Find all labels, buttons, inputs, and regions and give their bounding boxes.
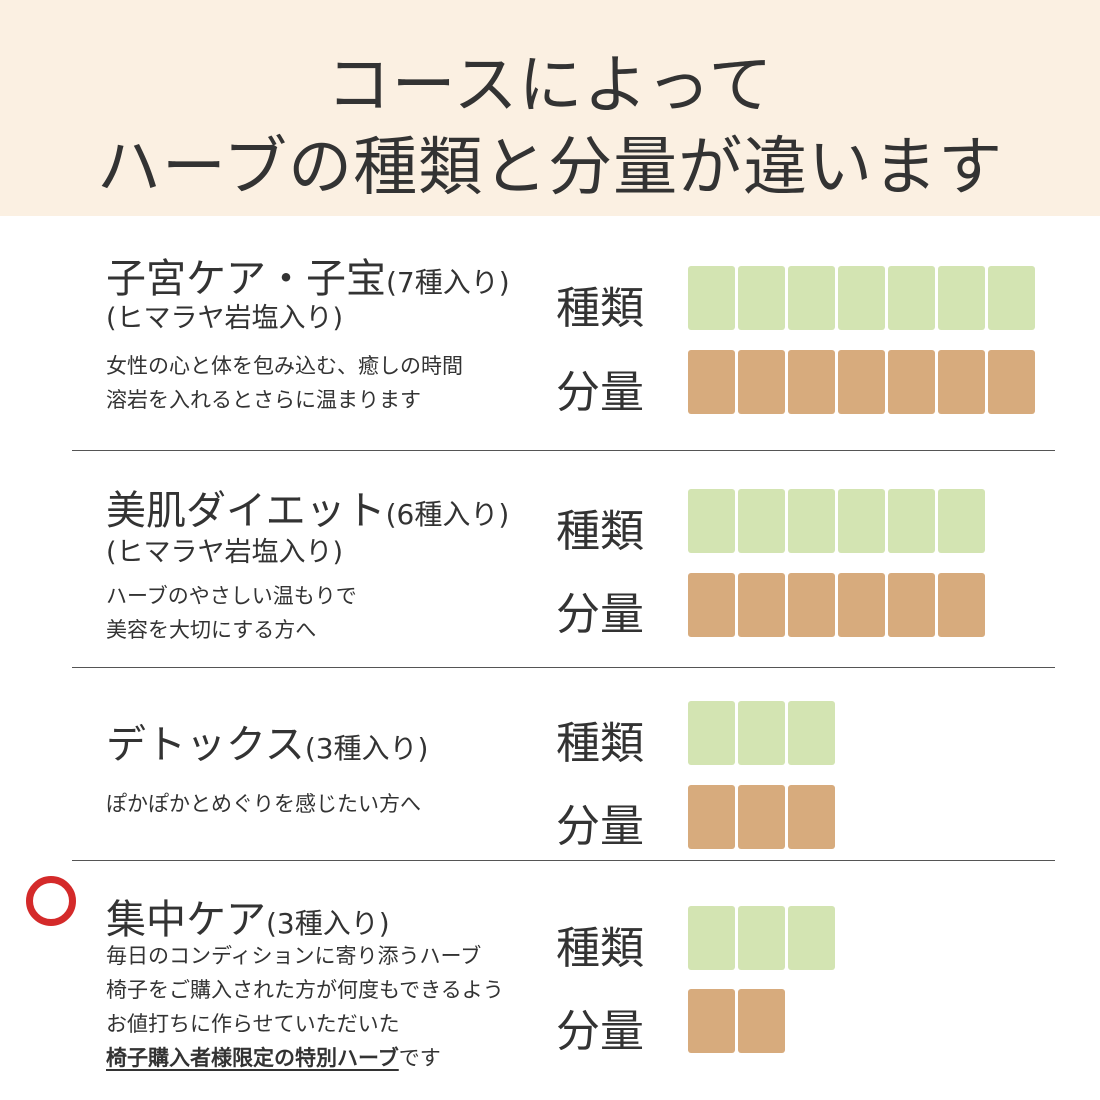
course-subtitle: (ヒマラヤ岩塩入り): [106, 303, 344, 334]
amount-label: 分量: [556, 801, 644, 852]
kind-block: [788, 906, 835, 970]
course-description: ぽかぽかとめぐりを感じたい方へ: [106, 787, 421, 821]
amount-block: [938, 573, 985, 637]
kind-block: [838, 489, 885, 553]
amount-block: [788, 785, 835, 849]
section-divider: [72, 450, 1055, 451]
highlight-text: 椅子購入者様限定の特別ハーブ: [106, 1046, 399, 1070]
course-name: 子宮ケア・子宝(7種入り): [106, 246, 510, 304]
course-subtitle: (ヒマラヤ岩塩入り): [106, 537, 344, 568]
highlight-tail: です: [398, 1046, 441, 1070]
header-banner: コースによって ハーブの種類と分量が違います: [0, 0, 1100, 216]
description-line: 美容を大切にする方へ: [106, 618, 317, 642]
kind-block: [688, 266, 735, 330]
amount-block: [738, 350, 785, 414]
amount-block: [688, 573, 735, 637]
amount-block: [688, 350, 735, 414]
course-name-text: 子宮ケア・子宝: [106, 256, 386, 302]
kind-block: [688, 489, 735, 553]
amount-block: [838, 350, 885, 414]
amount-block: [738, 989, 785, 1053]
amount-label: 分量: [556, 589, 644, 640]
kind-block: [838, 266, 885, 330]
amount-block: [788, 573, 835, 637]
kind-block: [738, 266, 785, 330]
amount-block: [738, 573, 785, 637]
course-name: デトックス(3種入り): [106, 712, 428, 770]
section-divider: [72, 667, 1055, 668]
amount-block: [838, 573, 885, 637]
amount-block: [888, 573, 935, 637]
description-line-highlight: 椅子購入者様限定の特別ハーブです: [106, 1041, 504, 1075]
kind-block: [688, 701, 735, 765]
selected-circle-mark: [26, 876, 76, 926]
kind-block: [788, 489, 835, 553]
course-name-text: 美肌ダイエット: [106, 488, 386, 534]
course-count: (6種入り): [385, 498, 510, 531]
page-title-line-1: コースによって: [326, 49, 774, 123]
kind-block: [788, 701, 835, 765]
page-title-line-2: ハーブの種類と分量が違います: [96, 131, 1004, 205]
kind-block: [888, 266, 935, 330]
description-line: 女性の心と体を包み込む、癒しの時間: [106, 354, 463, 378]
kind-block: [688, 906, 735, 970]
course-count: (7種入り): [386, 266, 510, 299]
course-name-text: デトックス: [106, 722, 305, 768]
course-count: (3種入り): [266, 907, 390, 940]
description-line: 椅子をご購入された方が何度もできるよう: [106, 978, 504, 1002]
amount-block: [688, 989, 735, 1053]
kind-block: [888, 489, 935, 553]
course-count: (3種入り): [304, 732, 429, 765]
amount-block: [888, 350, 935, 414]
kind-label: 種類: [556, 718, 644, 769]
amount-label: 分量: [556, 1006, 644, 1057]
course-name-text: 集中ケア: [106, 897, 266, 943]
course-name: 美肌ダイエット(6種入り): [106, 478, 509, 536]
course-name: 集中ケア(3種入り): [106, 887, 390, 945]
description-line: ぽかぽかとめぐりを感じたい方へ: [106, 792, 421, 816]
amount-block: [788, 350, 835, 414]
amount-label: 分量: [556, 367, 644, 418]
kind-block: [938, 266, 985, 330]
kind-block: [738, 701, 785, 765]
kind-block: [738, 906, 785, 970]
kind-label: 種類: [556, 923, 644, 974]
amount-block: [688, 785, 735, 849]
kind-label: 種類: [556, 506, 644, 557]
amount-block: [738, 785, 785, 849]
section-divider: [72, 860, 1055, 861]
description-line: お値打ちに作らせていただいた: [106, 1012, 400, 1036]
amount-block: [938, 350, 985, 414]
amount-block: [988, 350, 1035, 414]
description-line: ハーブのやさしい温もりで: [106, 584, 357, 608]
kind-block: [788, 266, 835, 330]
kind-block: [988, 266, 1035, 330]
description-line: 毎日のコンディションに寄り添うハーブ: [106, 944, 482, 968]
course-description: 女性の心と体を包み込む、癒しの時間 溶岩を入れるとさらに温まります: [106, 349, 463, 417]
kind-block: [738, 489, 785, 553]
kind-block: [938, 489, 985, 553]
course-description: ハーブのやさしい温もりで 美容を大切にする方へ: [106, 579, 357, 647]
course-description: 毎日のコンディションに寄り添うハーブ 椅子をご購入された方が何度もできるよう お…: [106, 939, 504, 1075]
kind-label: 種類: [556, 283, 644, 334]
description-line: 溶岩を入れるとさらに温まります: [106, 388, 421, 412]
